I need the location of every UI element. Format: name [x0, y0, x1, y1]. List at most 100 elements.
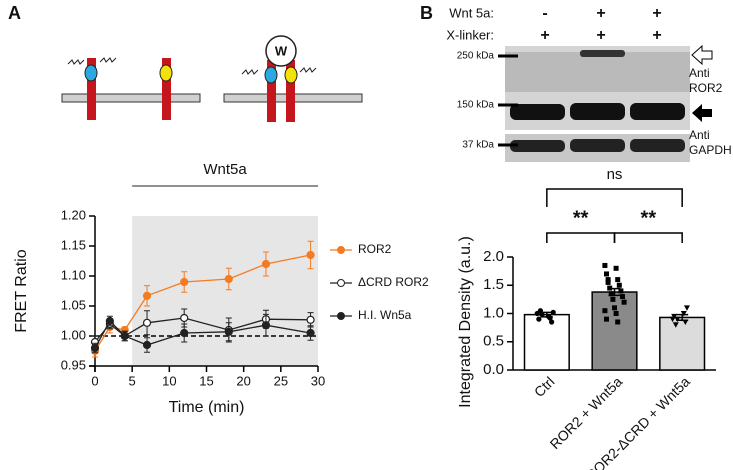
x-tick-label: Ctrl	[531, 373, 558, 400]
x-tick-label: 15	[199, 373, 213, 388]
data-point	[536, 316, 542, 322]
condition-sign: +	[652, 27, 661, 44]
y-tick-label: 2.0	[483, 248, 504, 265]
antibody-label: Anti ROR2	[689, 66, 723, 95]
annotation-label: Wnt5a	[203, 161, 247, 178]
x-axis-title: Time (min)	[169, 399, 245, 416]
x-tick-label: 10	[162, 373, 176, 388]
y-tick-label: 1.05	[61, 297, 86, 312]
data-point	[674, 316, 681, 323]
panel-label: A	[8, 3, 21, 23]
panel-label: B	[420, 3, 433, 23]
condition-sign: +	[596, 5, 605, 22]
western-blot: Wnt 5a: X-linker: 250 kDa 150 kDa 37 kDa	[446, 5, 713, 162]
x-tick-label: 20	[236, 373, 250, 388]
data-point	[224, 327, 233, 336]
data-point	[672, 322, 679, 328]
condition-sign: +	[652, 5, 661, 22]
y-tick-label: 1.20	[61, 207, 86, 222]
data-point	[306, 328, 315, 338]
data-point	[682, 319, 689, 325]
bar	[523, 313, 570, 371]
data-point	[261, 321, 271, 330]
bar	[591, 291, 638, 371]
data-point	[621, 299, 627, 305]
y-axis-title: Integrated Density (a.u.)	[457, 236, 474, 408]
data-point	[306, 315, 315, 324]
y-axis-title: FRET Ratio	[13, 249, 30, 332]
bar	[659, 316, 706, 371]
data-point	[142, 340, 152, 350]
ligand-label: W	[275, 43, 288, 58]
data-point	[539, 312, 545, 318]
data-point	[549, 319, 555, 325]
data-point	[613, 265, 619, 271]
data-point	[605, 277, 611, 283]
data-point	[610, 296, 616, 302]
data-point	[120, 331, 129, 341]
significance-label: ns	[607, 166, 623, 183]
data-point	[180, 328, 189, 338]
data-point	[105, 316, 114, 326]
data-point	[616, 282, 622, 288]
data-point	[604, 271, 609, 277]
legend-marker	[337, 279, 345, 287]
x-tick-label: 0	[91, 373, 98, 388]
legend-marker	[337, 312, 345, 320]
data-point	[142, 318, 152, 327]
condition-sign: +	[596, 27, 605, 44]
y-tick-label: 0.0	[483, 361, 504, 378]
data-point	[615, 319, 621, 325]
legend-label: ROR2	[358, 242, 392, 256]
shaded-region	[132, 216, 318, 366]
significance-bracket	[546, 188, 683, 207]
data-point	[615, 277, 621, 283]
data-point	[613, 311, 619, 316]
x-tick-label: 5	[129, 373, 136, 388]
legend-label: ΔCRD ROR2	[358, 275, 429, 289]
marker-label: 37 kDa	[462, 140, 494, 151]
data-point	[90, 343, 100, 353]
data-point	[602, 262, 608, 268]
significance-bracket	[546, 232, 616, 243]
data-point	[142, 291, 152, 300]
y-tick-label: 1.00	[61, 327, 86, 342]
data-point	[671, 313, 678, 320]
marker-label: 150 kDa	[457, 100, 495, 111]
data-point	[224, 274, 233, 284]
data-point	[605, 279, 611, 285]
data-point	[607, 285, 613, 291]
y-tick-label: 0.5	[483, 333, 504, 350]
data-point	[604, 316, 609, 322]
data-point	[608, 291, 614, 297]
antibody-label: Anti GAPDH	[689, 128, 732, 157]
y-tick-label: 0.95	[61, 357, 86, 372]
condition-sign: -	[542, 5, 547, 22]
data-point	[618, 288, 624, 294]
condition-label: X-linker:	[446, 27, 494, 42]
y-tick-label: 1.5	[483, 276, 504, 293]
y-tick-label: 1.15	[61, 237, 86, 252]
data-point	[180, 313, 189, 323]
legend-marker	[337, 246, 345, 254]
data-point	[537, 308, 544, 314]
data-point	[602, 308, 608, 314]
y-tick-label: 1.0	[483, 304, 504, 321]
significance-label: **	[573, 207, 589, 229]
y-tick-label: 1.10	[61, 267, 86, 282]
schematic: W	[61, 35, 363, 122]
condition-sign: +	[540, 27, 549, 44]
marker-label: 250 kDa	[457, 51, 495, 62]
significance-bracket	[613, 232, 683, 243]
data-point	[550, 309, 556, 315]
data-point	[180, 277, 189, 287]
data-point	[680, 311, 687, 317]
legend-label: H.I. Wn5a	[358, 308, 412, 322]
condition-label: Wnt 5a:	[449, 5, 494, 20]
significance-label: **	[641, 207, 657, 229]
data-point	[683, 305, 690, 311]
data-point	[612, 305, 617, 311]
x-tick-label: 25	[274, 373, 288, 388]
